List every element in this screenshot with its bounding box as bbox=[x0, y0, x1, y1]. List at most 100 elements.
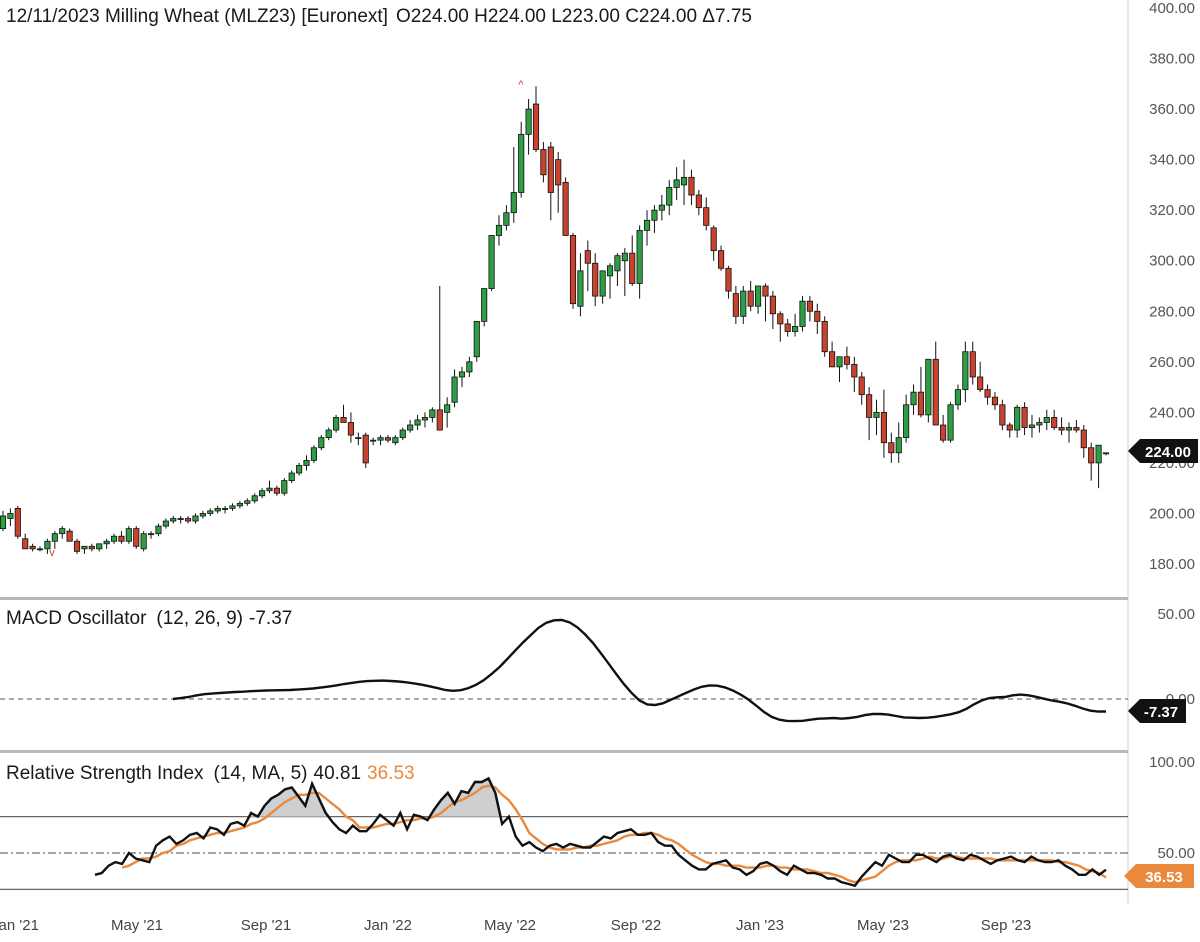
x-tick-label: Jan '22 bbox=[364, 917, 412, 934]
candle bbox=[421, 412, 429, 428]
rsi-pane: 100.00 50.00 Relative Strength Index (14, … bbox=[0, 754, 1195, 891]
candle bbox=[658, 195, 665, 221]
candle bbox=[296, 462, 303, 476]
candle bbox=[821, 316, 828, 357]
x-tick-label: May '21 bbox=[111, 917, 163, 934]
candle bbox=[858, 371, 865, 405]
candle bbox=[236, 500, 243, 509]
candle bbox=[177, 515, 184, 524]
candles bbox=[0, 86, 1110, 554]
candle bbox=[488, 235, 495, 292]
rsi-y-axis: 100.00 50.00 bbox=[1149, 754, 1195, 862]
price-pane: 400.00 380.00 360.00 340.00 320.00 300.00 280.… bbox=[0, 0, 1198, 573]
x-tick-label: May '22 bbox=[484, 917, 536, 934]
pane-divider[interactable] bbox=[0, 597, 1128, 600]
candle bbox=[792, 313, 799, 337]
candle bbox=[377, 435, 384, 446]
candle bbox=[910, 384, 917, 415]
candle bbox=[36, 546, 44, 552]
x-tick-label: May '23 bbox=[857, 917, 909, 934]
candle bbox=[991, 392, 999, 410]
candle bbox=[829, 341, 836, 368]
candle bbox=[473, 320, 480, 362]
candle bbox=[999, 399, 1006, 431]
candle bbox=[222, 505, 229, 514]
candle bbox=[229, 503, 236, 511]
candle bbox=[710, 225, 717, 261]
candle bbox=[940, 414, 947, 443]
price-tick-label: 300.00 bbox=[1149, 253, 1195, 270]
candle bbox=[621, 248, 628, 297]
candle bbox=[784, 318, 791, 337]
x-tick-label: Sep '22 bbox=[611, 917, 661, 934]
candle bbox=[666, 179, 673, 216]
candle bbox=[954, 384, 962, 410]
candle bbox=[917, 366, 924, 418]
price-tick-label: 200.00 bbox=[1149, 505, 1195, 522]
candle bbox=[259, 488, 266, 499]
candle bbox=[310, 445, 317, 463]
candle bbox=[606, 263, 614, 299]
candle bbox=[340, 404, 347, 423]
candle bbox=[740, 286, 747, 324]
candle bbox=[118, 531, 125, 544]
candle bbox=[592, 253, 599, 307]
candle bbox=[14, 505, 21, 539]
candle bbox=[969, 341, 976, 385]
rsi-line bbox=[94, 776, 1107, 888]
candle bbox=[185, 515, 192, 524]
candle bbox=[777, 311, 784, 342]
price-tick-label: 280.00 bbox=[1149, 303, 1195, 320]
candle bbox=[725, 265, 732, 299]
candle bbox=[866, 387, 873, 441]
candle bbox=[1058, 417, 1065, 436]
candle bbox=[0, 510, 7, 532]
candle bbox=[880, 389, 887, 458]
candle bbox=[1065, 422, 1073, 443]
candle bbox=[680, 159, 688, 206]
candle bbox=[370, 437, 377, 446]
candle bbox=[273, 485, 280, 496]
candle bbox=[1073, 419, 1080, 433]
candle bbox=[947, 402, 954, 443]
candle bbox=[717, 245, 725, 271]
candle bbox=[599, 270, 606, 304]
candle bbox=[495, 215, 503, 246]
candle bbox=[799, 296, 806, 332]
candle bbox=[1028, 414, 1036, 438]
candle bbox=[614, 253, 621, 286]
candle bbox=[584, 240, 591, 292]
candle bbox=[895, 422, 902, 463]
candle bbox=[518, 121, 525, 198]
price-tick-label: 180.00 bbox=[1149, 556, 1195, 573]
candle bbox=[977, 361, 984, 393]
svg-text:-7.37: -7.37 bbox=[1144, 704, 1178, 721]
macd-tick-label: 50.00 bbox=[1157, 606, 1195, 623]
candle bbox=[688, 169, 695, 206]
candle bbox=[962, 341, 969, 403]
candle bbox=[703, 197, 710, 231]
price-title: 12/11/2023 Milling Wheat (MLZ23) [Eurone… bbox=[6, 6, 752, 27]
rsi-tick-label: 100.00 bbox=[1149, 754, 1195, 771]
candle bbox=[806, 296, 813, 322]
candle bbox=[466, 356, 473, 377]
candle bbox=[1088, 442, 1095, 481]
svg-text:36.53: 36.53 bbox=[1145, 869, 1183, 886]
candle bbox=[769, 291, 776, 329]
candle bbox=[162, 518, 169, 529]
candle bbox=[133, 526, 140, 549]
candle bbox=[303, 455, 310, 471]
candle bbox=[569, 232, 577, 309]
candle bbox=[96, 543, 103, 552]
candle bbox=[458, 366, 466, 388]
candle bbox=[540, 141, 547, 183]
candle bbox=[673, 167, 680, 201]
candle bbox=[288, 470, 295, 484]
candle bbox=[125, 526, 132, 544]
pane-divider[interactable] bbox=[0, 750, 1128, 753]
candle bbox=[384, 435, 392, 443]
candle bbox=[414, 414, 421, 431]
price-tick-label: 320.00 bbox=[1149, 202, 1195, 219]
candle bbox=[762, 283, 769, 322]
